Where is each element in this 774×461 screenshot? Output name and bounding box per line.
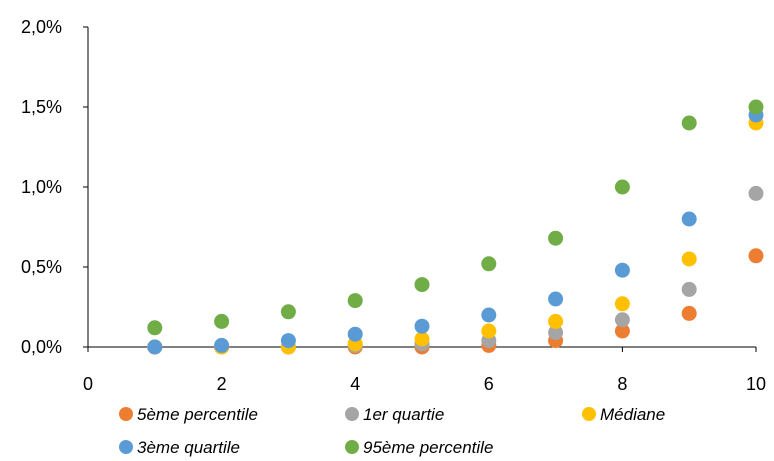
- legend-label: 95ème percentile: [363, 438, 493, 457]
- data-point: [614, 296, 630, 312]
- y-tick-label: 2,0%: [21, 17, 62, 37]
- series-1: [147, 185, 764, 355]
- data-point: [147, 339, 163, 355]
- legend-label: Médiane: [600, 405, 665, 424]
- data-point: [147, 320, 163, 336]
- x-tick-label: 2: [217, 374, 227, 394]
- data-point: [548, 325, 564, 341]
- y-tick-label: 0,5%: [21, 257, 62, 277]
- data-point: [414, 331, 430, 347]
- series-4: [147, 99, 764, 336]
- x-tick-label: 6: [484, 374, 494, 394]
- x-tick-label: 8: [617, 374, 627, 394]
- data-point: [414, 277, 430, 293]
- data-point: [614, 262, 630, 278]
- data-point: [681, 115, 697, 131]
- legend-item: 95ème percentile: [345, 438, 493, 457]
- data-point: [347, 326, 363, 342]
- data-point: [414, 318, 430, 334]
- data-points: [147, 99, 764, 355]
- y-tick-label: 1,5%: [21, 97, 62, 117]
- data-point: [614, 312, 630, 328]
- data-point: [748, 99, 764, 115]
- data-point: [748, 248, 764, 264]
- y-tick-label: 0,0%: [21, 337, 62, 357]
- legend-label: 3ème quartile: [137, 438, 240, 457]
- data-point: [548, 230, 564, 246]
- data-point: [347, 293, 363, 309]
- legend-marker: [582, 407, 596, 421]
- legend-marker: [345, 440, 359, 454]
- series-3: [147, 107, 764, 355]
- legend-item: 5ème percentile: [119, 405, 258, 424]
- x-tick-label: 4: [350, 374, 360, 394]
- data-point: [614, 179, 630, 195]
- data-point: [548, 291, 564, 307]
- x-tick-label: 10: [746, 374, 766, 394]
- y-ticks: 0,0% 0,5% 1,0% 1,5% 2,0%: [21, 17, 88, 357]
- legend-marker: [119, 407, 133, 421]
- legend-marker: [119, 440, 133, 454]
- data-point: [681, 281, 697, 297]
- legend-label: 5ème percentile: [137, 405, 258, 424]
- data-point: [481, 256, 497, 272]
- data-point: [280, 333, 296, 349]
- legend-marker: [345, 407, 359, 421]
- legend-item: Médiane: [582, 405, 665, 424]
- legend-item: 1er quartie: [345, 405, 444, 424]
- y-tick-label: 1,0%: [21, 177, 62, 197]
- data-point: [481, 323, 497, 339]
- legend: 5ème percentile 1er quartie Médiane 3ème qu…: [119, 405, 665, 457]
- data-point: [548, 313, 564, 329]
- series-0: [147, 248, 764, 355]
- legend-item: 3ème quartile: [119, 438, 240, 457]
- data-point: [214, 337, 230, 353]
- axes: [87, 27, 756, 348]
- series-2: [147, 115, 764, 355]
- data-point: [214, 313, 230, 329]
- x-tick-label: 0: [83, 374, 93, 394]
- legend-label: 1er quartie: [363, 405, 444, 424]
- data-point: [681, 251, 697, 267]
- data-point: [481, 307, 497, 323]
- data-point: [614, 323, 630, 339]
- data-point: [681, 305, 697, 321]
- data-point: [280, 304, 296, 320]
- data-point: [748, 185, 764, 201]
- data-point: [681, 211, 697, 227]
